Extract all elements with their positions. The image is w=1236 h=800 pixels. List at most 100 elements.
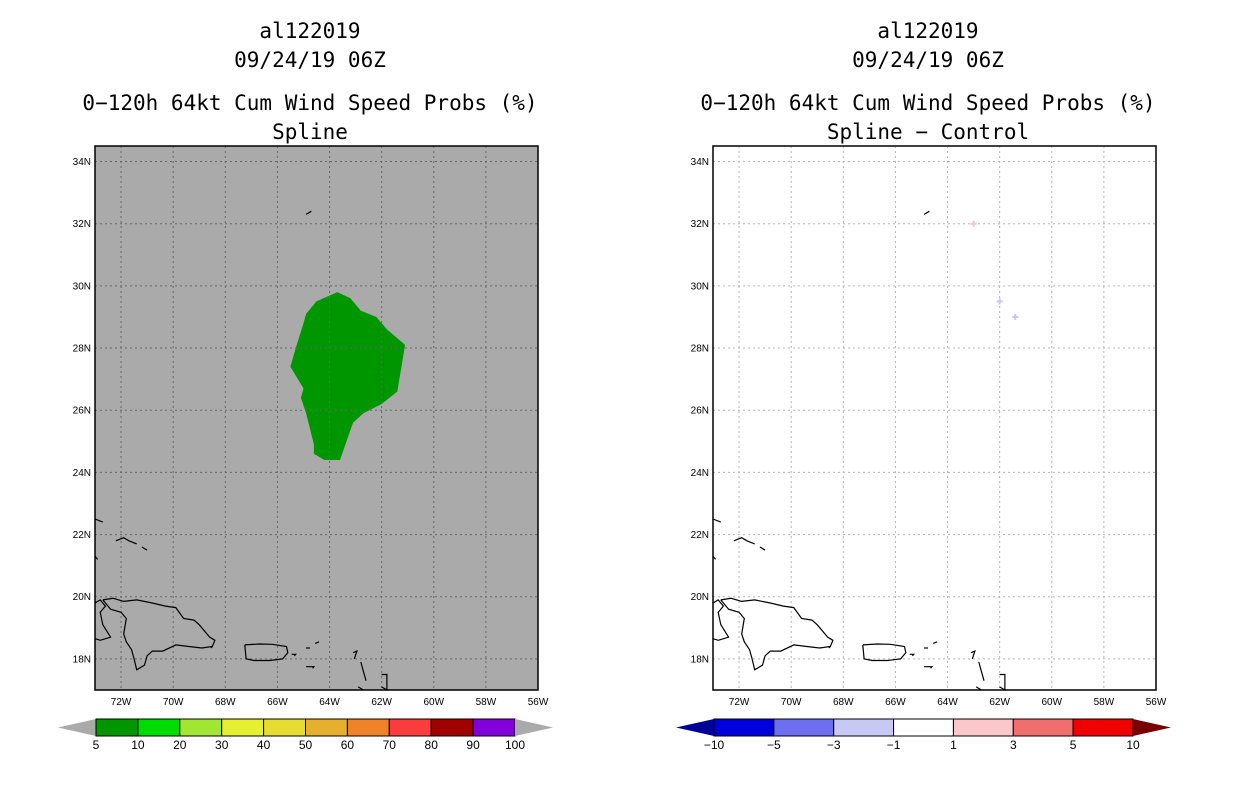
colorbar-segment bbox=[388, 718, 432, 737]
lon-tick-label: 68W bbox=[833, 697, 854, 708]
lat-tick-label: 26N bbox=[73, 406, 91, 417]
colorbar-label: −10 bbox=[704, 738, 725, 752]
coastline bbox=[862, 643, 907, 662]
colorbar-segment bbox=[95, 718, 139, 737]
lon-tick-label: 62W bbox=[989, 697, 1010, 708]
map-panel-spline: 72W 70W 68W 66W 64W 62W 60W 58W 56W 18N 20N 22N 24N 2… bbox=[58, 145, 553, 752]
colorbar-over-triangle bbox=[1133, 719, 1171, 736]
lat-tick-label: 18N bbox=[691, 654, 709, 665]
colorbar-label: −1 bbox=[887, 738, 901, 752]
lon-tick-label: 56W bbox=[528, 697, 549, 708]
colorbar-label: 50 bbox=[299, 738, 313, 752]
difference-point bbox=[970, 220, 977, 227]
lon-tick-label: 66W bbox=[885, 697, 906, 708]
coastline bbox=[141, 546, 148, 551]
colorbar-label: 90 bbox=[466, 738, 480, 752]
colorbar-segment bbox=[305, 718, 348, 737]
coastline bbox=[94, 518, 104, 523]
difference-point bbox=[996, 298, 1003, 305]
lon-tick-label: 72W bbox=[729, 697, 750, 708]
lon-tick-label: 70W bbox=[163, 697, 184, 708]
colorbar-label: 10 bbox=[131, 738, 145, 752]
map-frame bbox=[712, 145, 1157, 691]
lon-tick-label: 68W bbox=[215, 697, 236, 708]
coastline bbox=[970, 650, 976, 660]
colorbar-segment bbox=[263, 718, 307, 737]
colorbar-label: 70 bbox=[383, 738, 397, 752]
coastline bbox=[924, 666, 934, 669]
colorbar-under-triangle bbox=[676, 719, 714, 736]
coastline bbox=[291, 653, 298, 657]
colorbar-segment bbox=[1012, 718, 1074, 737]
colorbar-label: −5 bbox=[767, 738, 781, 752]
lat-tick-label: 24N bbox=[691, 468, 709, 479]
colorbar-segment bbox=[952, 718, 1014, 737]
lon-tick-label: 66W bbox=[267, 697, 288, 708]
colorbar-segment bbox=[833, 718, 895, 737]
colorbar-label: 5 bbox=[1070, 738, 1077, 752]
right-chart-title: 0−120h 64kt Cum Wind Speed Probs (%) bbox=[700, 91, 1156, 115]
colorbar-label: 60 bbox=[341, 738, 355, 752]
colorbar-spline: 5 10 20 30 40 50 60 70 80 90 100 bbox=[58, 718, 553, 752]
colorbar-segment bbox=[221, 718, 265, 737]
colorbar-segment bbox=[713, 718, 775, 737]
lat-tick-label: 22N bbox=[73, 530, 91, 541]
right-storm-id: al122019 bbox=[877, 19, 979, 43]
coastline bbox=[306, 666, 316, 669]
colorbar-segment bbox=[137, 718, 181, 737]
coastline bbox=[712, 599, 730, 641]
lat-tick-label: 28N bbox=[73, 344, 91, 355]
colorbar-segment bbox=[773, 718, 835, 737]
lon-tick-label: 70W bbox=[781, 697, 802, 708]
colorbar-label: 40 bbox=[257, 738, 271, 752]
colorbar-label: 10 bbox=[1126, 738, 1140, 752]
lat-tick-label: 28N bbox=[691, 344, 709, 355]
colorbar-label: 20 bbox=[173, 738, 187, 752]
colorbar-label: 5 bbox=[93, 738, 100, 752]
lon-tick-label: 60W bbox=[423, 697, 444, 708]
colorbar-segment bbox=[893, 718, 954, 737]
coastline bbox=[932, 641, 938, 644]
lon-tick-label: 56W bbox=[1146, 697, 1167, 708]
colorbar-label: −3 bbox=[827, 738, 841, 752]
coastline bbox=[314, 641, 320, 644]
lat-tick-label: 26N bbox=[691, 406, 709, 417]
colorbar-segment bbox=[346, 718, 390, 737]
coastline bbox=[381, 673, 388, 692]
left-datetime: 09/24/19 06Z bbox=[234, 48, 386, 72]
colorbar-label: 1 bbox=[950, 738, 957, 752]
lat-tick-label: 22N bbox=[691, 530, 709, 541]
right-datetime: 09/24/19 06Z bbox=[852, 48, 1004, 72]
coastline bbox=[999, 673, 1006, 692]
coastline bbox=[244, 643, 289, 662]
coastline bbox=[720, 597, 834, 671]
lat-tick-label: 20N bbox=[691, 592, 709, 603]
left-chart-title: 0−120h 64kt Cum Wind Speed Probs (%) bbox=[82, 91, 538, 115]
coastline bbox=[733, 537, 755, 545]
lon-tick-label: 58W bbox=[476, 697, 497, 708]
colorbar-label: 3 bbox=[1010, 738, 1017, 752]
colorbar-spline-minus-control: −10 −5 −3 −1 1 3 5 10 bbox=[676, 718, 1171, 752]
lat-tick-label: 30N bbox=[73, 281, 91, 292]
coastline bbox=[759, 546, 766, 551]
left-chart-subtitle: Spline bbox=[272, 120, 348, 144]
lon-tick-label: 58W bbox=[1094, 697, 1115, 708]
difference-point bbox=[1012, 313, 1019, 320]
coastline bbox=[712, 518, 722, 523]
colorbar-label: 30 bbox=[215, 738, 229, 752]
lat-tick-label: 34N bbox=[691, 157, 709, 168]
coastline bbox=[305, 210, 312, 215]
right-chart-subtitle: Spline − Control bbox=[826, 120, 1030, 144]
probability-region-5-10 bbox=[290, 292, 406, 460]
colorbar-label: 100 bbox=[505, 738, 525, 752]
colorbar-segment bbox=[1072, 718, 1134, 737]
lat-tick-label: 18N bbox=[73, 654, 91, 665]
colorbar-segment bbox=[179, 718, 223, 737]
colorbar-segment bbox=[430, 718, 474, 737]
colorbar-over-triangle bbox=[515, 719, 553, 736]
coastline bbox=[210, 646, 213, 649]
lat-tick-label: 30N bbox=[691, 281, 709, 292]
coastline bbox=[909, 653, 916, 657]
colorbar-segment bbox=[472, 718, 516, 737]
